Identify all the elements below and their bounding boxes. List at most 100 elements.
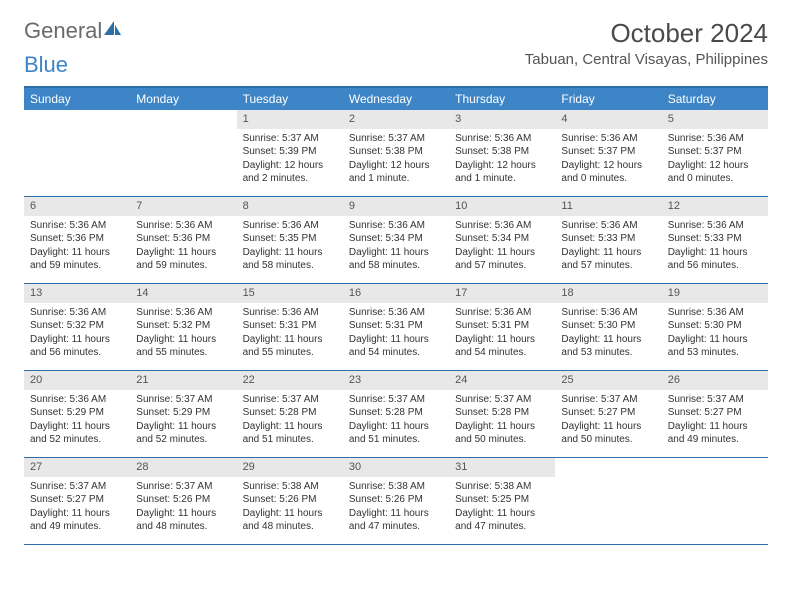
day-body: Sunrise: 5:36 AMSunset: 5:31 PMDaylight:… [343, 303, 449, 366]
day-cell: 9Sunrise: 5:36 AMSunset: 5:34 PMDaylight… [343, 197, 449, 283]
weekday-cell: Tuesday [237, 88, 343, 110]
day-body: Sunrise: 5:37 AMSunset: 5:28 PMDaylight:… [449, 390, 555, 453]
day-body: Sunrise: 5:36 AMSunset: 5:34 PMDaylight:… [449, 216, 555, 279]
day-cell: 25Sunrise: 5:37 AMSunset: 5:27 PMDayligh… [555, 371, 661, 457]
day-body: Sunrise: 5:36 AMSunset: 5:38 PMDaylight:… [449, 129, 555, 192]
day-number [662, 458, 768, 477]
sunset-text: Sunset: 5:26 PM [243, 493, 337, 507]
day-body: Sunrise: 5:36 AMSunset: 5:33 PMDaylight:… [662, 216, 768, 279]
daylight-text: Daylight: 11 hours and 57 minutes. [455, 246, 549, 273]
sunrise-text: Sunrise: 5:37 AM [668, 393, 762, 407]
weekday-cell: Saturday [662, 88, 768, 110]
sunrise-text: Sunrise: 5:36 AM [30, 393, 124, 407]
daylight-text: Daylight: 11 hours and 53 minutes. [668, 333, 762, 360]
day-number: 12 [662, 197, 768, 216]
day-cell: 20Sunrise: 5:36 AMSunset: 5:29 PMDayligh… [24, 371, 130, 457]
sunrise-text: Sunrise: 5:36 AM [455, 132, 549, 146]
day-number: 18 [555, 284, 661, 303]
sunrise-text: Sunrise: 5:36 AM [455, 306, 549, 320]
sunrise-text: Sunrise: 5:37 AM [349, 393, 443, 407]
day-cell: 21Sunrise: 5:37 AMSunset: 5:29 PMDayligh… [130, 371, 236, 457]
logo-text-2: Blue [24, 52, 768, 78]
day-body: Sunrise: 5:37 AMSunset: 5:28 PMDaylight:… [343, 390, 449, 453]
day-cell: 3Sunrise: 5:36 AMSunset: 5:38 PMDaylight… [449, 110, 555, 196]
sunset-text: Sunset: 5:32 PM [136, 319, 230, 333]
sunset-text: Sunset: 5:31 PM [243, 319, 337, 333]
day-cell: 18Sunrise: 5:36 AMSunset: 5:30 PMDayligh… [555, 284, 661, 370]
sunset-text: Sunset: 5:31 PM [455, 319, 549, 333]
sunset-text: Sunset: 5:26 PM [136, 493, 230, 507]
day-number: 22 [237, 371, 343, 390]
day-cell: 4Sunrise: 5:36 AMSunset: 5:37 PMDaylight… [555, 110, 661, 196]
daylight-text: Daylight: 11 hours and 47 minutes. [455, 507, 549, 534]
daylight-text: Daylight: 11 hours and 59 minutes. [136, 246, 230, 273]
sunset-text: Sunset: 5:37 PM [668, 145, 762, 159]
sunset-text: Sunset: 5:33 PM [668, 232, 762, 246]
day-cell [24, 110, 130, 196]
day-body: Sunrise: 5:36 AMSunset: 5:32 PMDaylight:… [130, 303, 236, 366]
day-body: Sunrise: 5:36 AMSunset: 5:37 PMDaylight:… [662, 129, 768, 192]
day-body: Sunrise: 5:36 AMSunset: 5:36 PMDaylight:… [130, 216, 236, 279]
weekday-cell: Sunday [24, 88, 130, 110]
day-body: Sunrise: 5:36 AMSunset: 5:29 PMDaylight:… [24, 390, 130, 453]
calendar: SundayMondayTuesdayWednesdayThursdayFrid… [24, 86, 768, 545]
day-cell: 5Sunrise: 5:36 AMSunset: 5:37 PMDaylight… [662, 110, 768, 196]
sunset-text: Sunset: 5:36 PM [30, 232, 124, 246]
day-number: 6 [24, 197, 130, 216]
day-cell: 15Sunrise: 5:36 AMSunset: 5:31 PMDayligh… [237, 284, 343, 370]
sunrise-text: Sunrise: 5:36 AM [243, 306, 337, 320]
sunset-text: Sunset: 5:28 PM [243, 406, 337, 420]
day-number: 3 [449, 110, 555, 129]
sunset-text: Sunset: 5:30 PM [668, 319, 762, 333]
day-body: Sunrise: 5:38 AMSunset: 5:26 PMDaylight:… [343, 477, 449, 540]
sunset-text: Sunset: 5:34 PM [349, 232, 443, 246]
sunset-text: Sunset: 5:28 PM [455, 406, 549, 420]
sunrise-text: Sunrise: 5:36 AM [561, 219, 655, 233]
sunrise-text: Sunrise: 5:37 AM [561, 393, 655, 407]
day-number: 8 [237, 197, 343, 216]
logo-sail-icon [104, 21, 122, 37]
sunset-text: Sunset: 5:36 PM [136, 232, 230, 246]
day-number: 28 [130, 458, 236, 477]
weekday-row: SundayMondayTuesdayWednesdayThursdayFrid… [24, 88, 768, 110]
daylight-text: Daylight: 11 hours and 56 minutes. [668, 246, 762, 273]
sunset-text: Sunset: 5:29 PM [30, 406, 124, 420]
day-number: 14 [130, 284, 236, 303]
sunset-text: Sunset: 5:38 PM [455, 145, 549, 159]
day-number [130, 110, 236, 129]
sunset-text: Sunset: 5:32 PM [30, 319, 124, 333]
sunrise-text: Sunrise: 5:36 AM [30, 306, 124, 320]
sunrise-text: Sunrise: 5:36 AM [30, 219, 124, 233]
day-cell: 13Sunrise: 5:36 AMSunset: 5:32 PMDayligh… [24, 284, 130, 370]
day-number: 20 [24, 371, 130, 390]
day-cell [662, 458, 768, 544]
weeks-container: 1Sunrise: 5:37 AMSunset: 5:39 PMDaylight… [24, 110, 768, 545]
day-body: Sunrise: 5:36 AMSunset: 5:33 PMDaylight:… [555, 216, 661, 279]
day-number: 25 [555, 371, 661, 390]
daylight-text: Daylight: 11 hours and 48 minutes. [136, 507, 230, 534]
day-cell: 6Sunrise: 5:36 AMSunset: 5:36 PMDaylight… [24, 197, 130, 283]
weekday-cell: Monday [130, 88, 236, 110]
sunrise-text: Sunrise: 5:36 AM [455, 219, 549, 233]
day-cell: 29Sunrise: 5:38 AMSunset: 5:26 PMDayligh… [237, 458, 343, 544]
sunrise-text: Sunrise: 5:37 AM [243, 132, 337, 146]
daylight-text: Daylight: 11 hours and 54 minutes. [455, 333, 549, 360]
day-number: 9 [343, 197, 449, 216]
day-number [24, 110, 130, 129]
week-row: 13Sunrise: 5:36 AMSunset: 5:32 PMDayligh… [24, 284, 768, 371]
day-number: 13 [24, 284, 130, 303]
sunrise-text: Sunrise: 5:36 AM [668, 132, 762, 146]
day-number: 29 [237, 458, 343, 477]
sunrise-text: Sunrise: 5:37 AM [455, 393, 549, 407]
sunset-text: Sunset: 5:27 PM [561, 406, 655, 420]
day-body: Sunrise: 5:36 AMSunset: 5:31 PMDaylight:… [237, 303, 343, 366]
day-number: 24 [449, 371, 555, 390]
day-number: 30 [343, 458, 449, 477]
day-body: Sunrise: 5:37 AMSunset: 5:27 PMDaylight:… [662, 390, 768, 453]
day-number: 21 [130, 371, 236, 390]
day-number [555, 458, 661, 477]
sunrise-text: Sunrise: 5:37 AM [243, 393, 337, 407]
sunset-text: Sunset: 5:31 PM [349, 319, 443, 333]
daylight-text: Daylight: 11 hours and 51 minutes. [243, 420, 337, 447]
day-cell: 30Sunrise: 5:38 AMSunset: 5:26 PMDayligh… [343, 458, 449, 544]
